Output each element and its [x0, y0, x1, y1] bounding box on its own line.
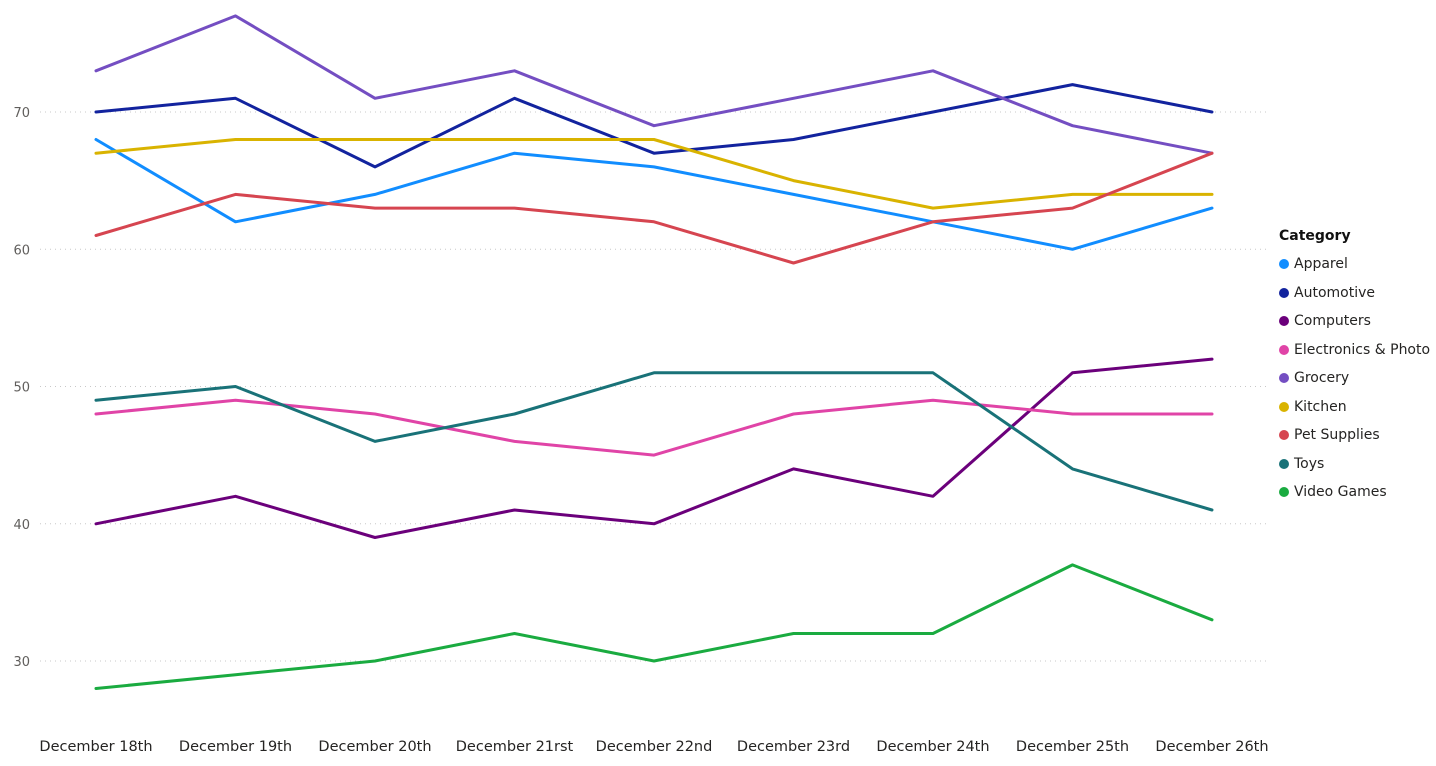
series-line-apparel: [94, 138, 1214, 251]
series-line-computers: [94, 357, 1214, 539]
legend-item-computers[interactable]: Computers: [1279, 307, 1430, 336]
x-tick-label: December 19th: [179, 739, 292, 755]
legend: Category Apparel Automotive Computers Elect…: [1279, 226, 1430, 507]
x-tick-label: December 18th: [39, 739, 152, 755]
legend-label: Apparel: [1294, 256, 1348, 273]
x-tick-label: December 24th: [876, 739, 989, 755]
legend-item-electronics-photo[interactable]: Electronics & Photo: [1279, 336, 1430, 365]
series-line-pet-supplies: [94, 151, 1214, 265]
x-tick-label: December 25th: [1016, 739, 1129, 755]
series-line-kitchen: [94, 138, 1214, 210]
series-line-electronics-photo: [94, 398, 1214, 457]
legend-marker-icon: [1279, 373, 1289, 384]
y-axis-ticks: 30 40 50 60 70: [13, 106, 30, 670]
legend-title: Category: [1279, 228, 1351, 244]
legend-label: Pet Supplies: [1294, 427, 1380, 444]
x-tick-label: December 23rd: [737, 739, 850, 755]
legend-marker-icon: [1279, 458, 1289, 469]
legend-marker-icon: [1279, 259, 1289, 270]
series-line-grocery: [94, 14, 1214, 155]
x-tick-label: December 22nd: [596, 739, 713, 755]
legend-item-pet-supplies[interactable]: Pet Supplies: [1279, 421, 1430, 450]
legend-label: Kitchen: [1294, 398, 1347, 415]
legend-label: Automotive: [1294, 284, 1375, 301]
legend-label: Computers: [1294, 313, 1371, 330]
legend-label: Video Games: [1294, 484, 1387, 501]
legend-item-automotive[interactable]: Automotive: [1279, 279, 1430, 308]
series-line-video-games: [94, 563, 1214, 690]
series-line-automotive: [94, 83, 1214, 169]
legend-marker-icon: [1279, 401, 1289, 412]
y-tick-label: 70: [13, 106, 30, 121]
y-tick-label: 40: [13, 518, 30, 533]
legend-marker-icon: [1279, 344, 1289, 355]
legend-label: Electronics & Photo: [1294, 341, 1431, 358]
legend-item-kitchen[interactable]: Kitchen: [1279, 393, 1430, 422]
series-line-toys: [94, 371, 1214, 512]
legend-items: Apparel Automotive Computers Electronics & …: [1279, 250, 1430, 507]
legend-item-video-games[interactable]: Video Games: [1279, 478, 1430, 507]
legend-marker-icon: [1279, 316, 1289, 327]
legend-item-grocery[interactable]: Grocery: [1279, 364, 1430, 393]
y-tick-label: 50: [13, 381, 30, 396]
y-tick-label: 30: [13, 655, 30, 670]
legend-label: Toys: [1294, 455, 1325, 472]
legend-item-toys[interactable]: Toys: [1279, 450, 1430, 479]
series-lines: [94, 14, 1214, 690]
legend-marker-icon: [1279, 430, 1289, 441]
legend-marker-icon: [1279, 287, 1289, 298]
x-tick-label: December 26th: [1155, 739, 1268, 755]
legend-label: Grocery: [1294, 370, 1350, 387]
legend-marker-icon: [1279, 487, 1289, 498]
x-tick-label: December 20th: [318, 739, 431, 755]
x-axis-ticks: December 18th December 19th December 20th D…: [39, 739, 1268, 755]
legend-item-apparel[interactable]: Apparel: [1279, 250, 1430, 279]
x-tick-label: December 21rst: [456, 739, 574, 755]
y-tick-label: 60: [13, 243, 30, 258]
